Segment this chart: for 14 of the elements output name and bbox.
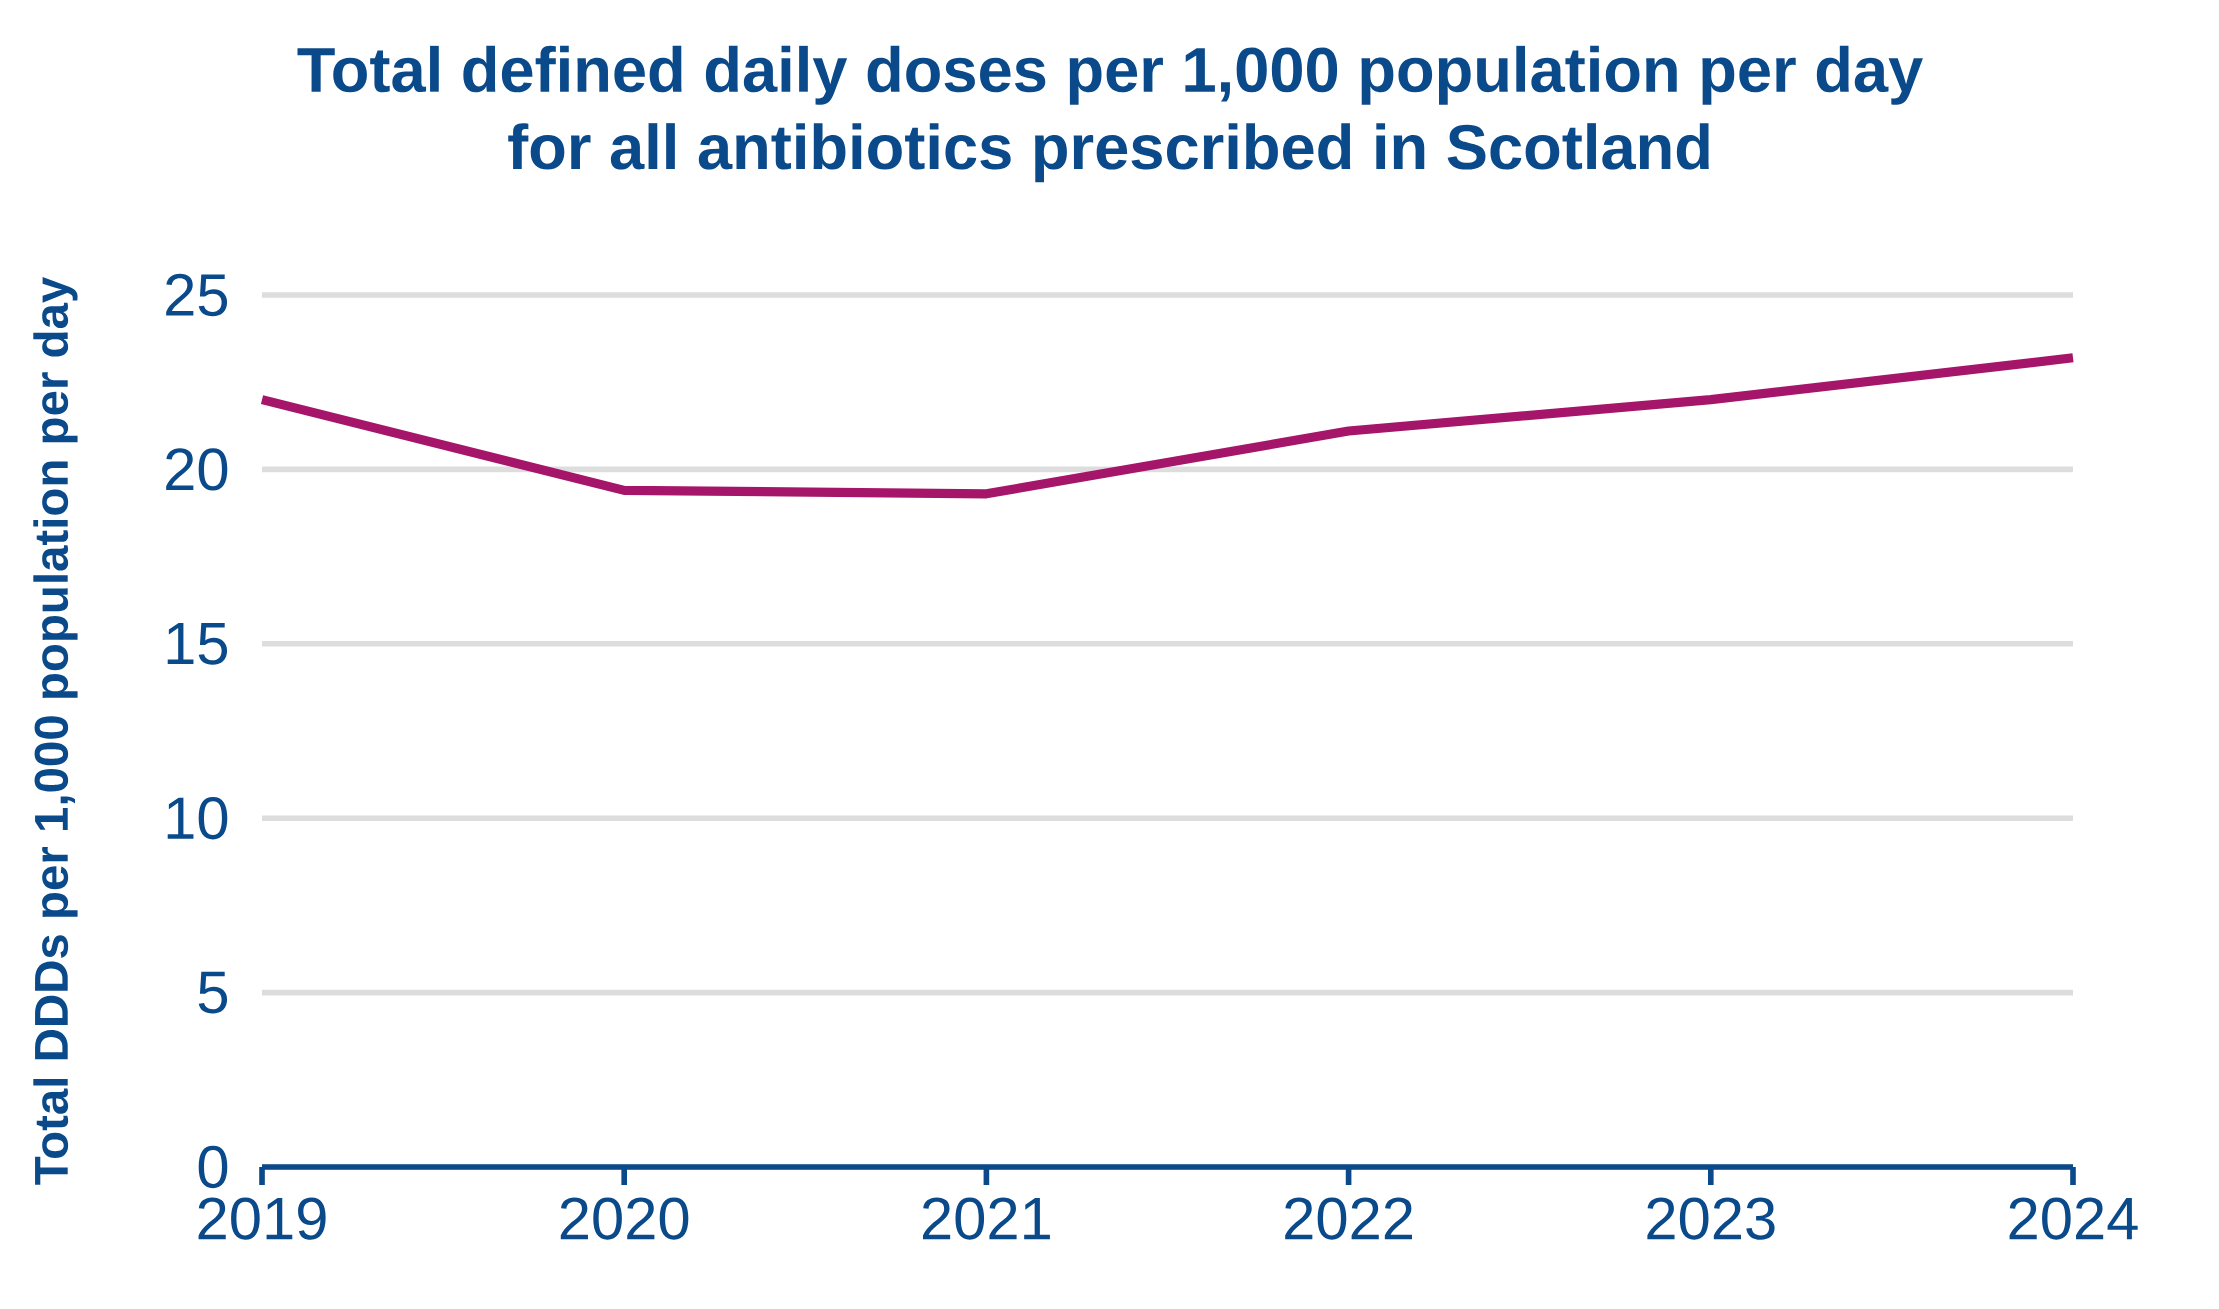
x-tick-label: 2020 xyxy=(560,1197,689,1240)
y-tick-label: 25 xyxy=(166,273,228,317)
y-tick-label: 10 xyxy=(167,797,228,840)
chart-title: Total defined daily doses per 1,000 population per day for all antibiotics prescribed in Scotland xyxy=(297,45,1923,183)
y-axis-title: Total DDDs per 1,000 population per day xyxy=(33,276,78,1185)
y-tick-label: 15 xyxy=(167,622,228,665)
x-tick-label: 2024 xyxy=(2009,1197,2138,1240)
y-tick-label: 5 xyxy=(198,971,228,1014)
y-tick-label: 0 xyxy=(198,1145,228,1189)
x-tick-label: 2019 xyxy=(198,1197,326,1240)
x-tick-label: 2023 xyxy=(1647,1197,1775,1240)
x-tick-label: 2021 xyxy=(922,1197,1050,1240)
y-tick-label: 20 xyxy=(166,448,228,491)
x-tick-label: 2022 xyxy=(1285,1197,1413,1240)
